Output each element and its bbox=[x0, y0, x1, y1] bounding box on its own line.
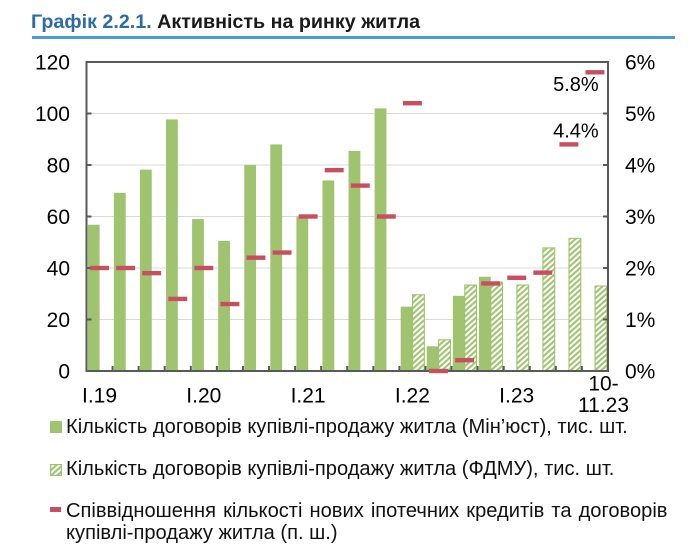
svg-text:40: 40 bbox=[47, 257, 70, 280]
svg-text:4%: 4% bbox=[625, 154, 655, 177]
svg-text:20: 20 bbox=[47, 309, 70, 332]
svg-text:1%: 1% bbox=[625, 309, 655, 332]
svg-text:5%: 5% bbox=[625, 103, 655, 126]
svg-text:3%: 3% bbox=[625, 206, 655, 229]
svg-text:І.23: І.23 bbox=[499, 385, 534, 408]
svg-text:80: 80 bbox=[47, 154, 70, 177]
svg-text:10-: 10- bbox=[588, 373, 618, 396]
svg-text:І.22: І.22 bbox=[395, 385, 430, 408]
svg-text:І.19: І.19 bbox=[82, 385, 117, 408]
svg-text:120: 120 bbox=[35, 51, 70, 74]
svg-text:І.21: І.21 bbox=[291, 385, 326, 408]
svg-text:11.23: 11.23 bbox=[578, 394, 629, 417]
svg-text:2%: 2% bbox=[625, 257, 655, 280]
svg-text:5.8%: 5.8% bbox=[553, 74, 599, 96]
svg-text:100: 100 bbox=[35, 103, 70, 126]
svg-text:60: 60 bbox=[47, 206, 70, 229]
svg-text:0: 0 bbox=[58, 360, 70, 383]
svg-text:І.20: І.20 bbox=[186, 385, 221, 408]
svg-text:4.4%: 4.4% bbox=[553, 121, 599, 143]
svg-text:6%: 6% bbox=[625, 51, 655, 74]
svg-text:0%: 0% bbox=[625, 360, 655, 383]
